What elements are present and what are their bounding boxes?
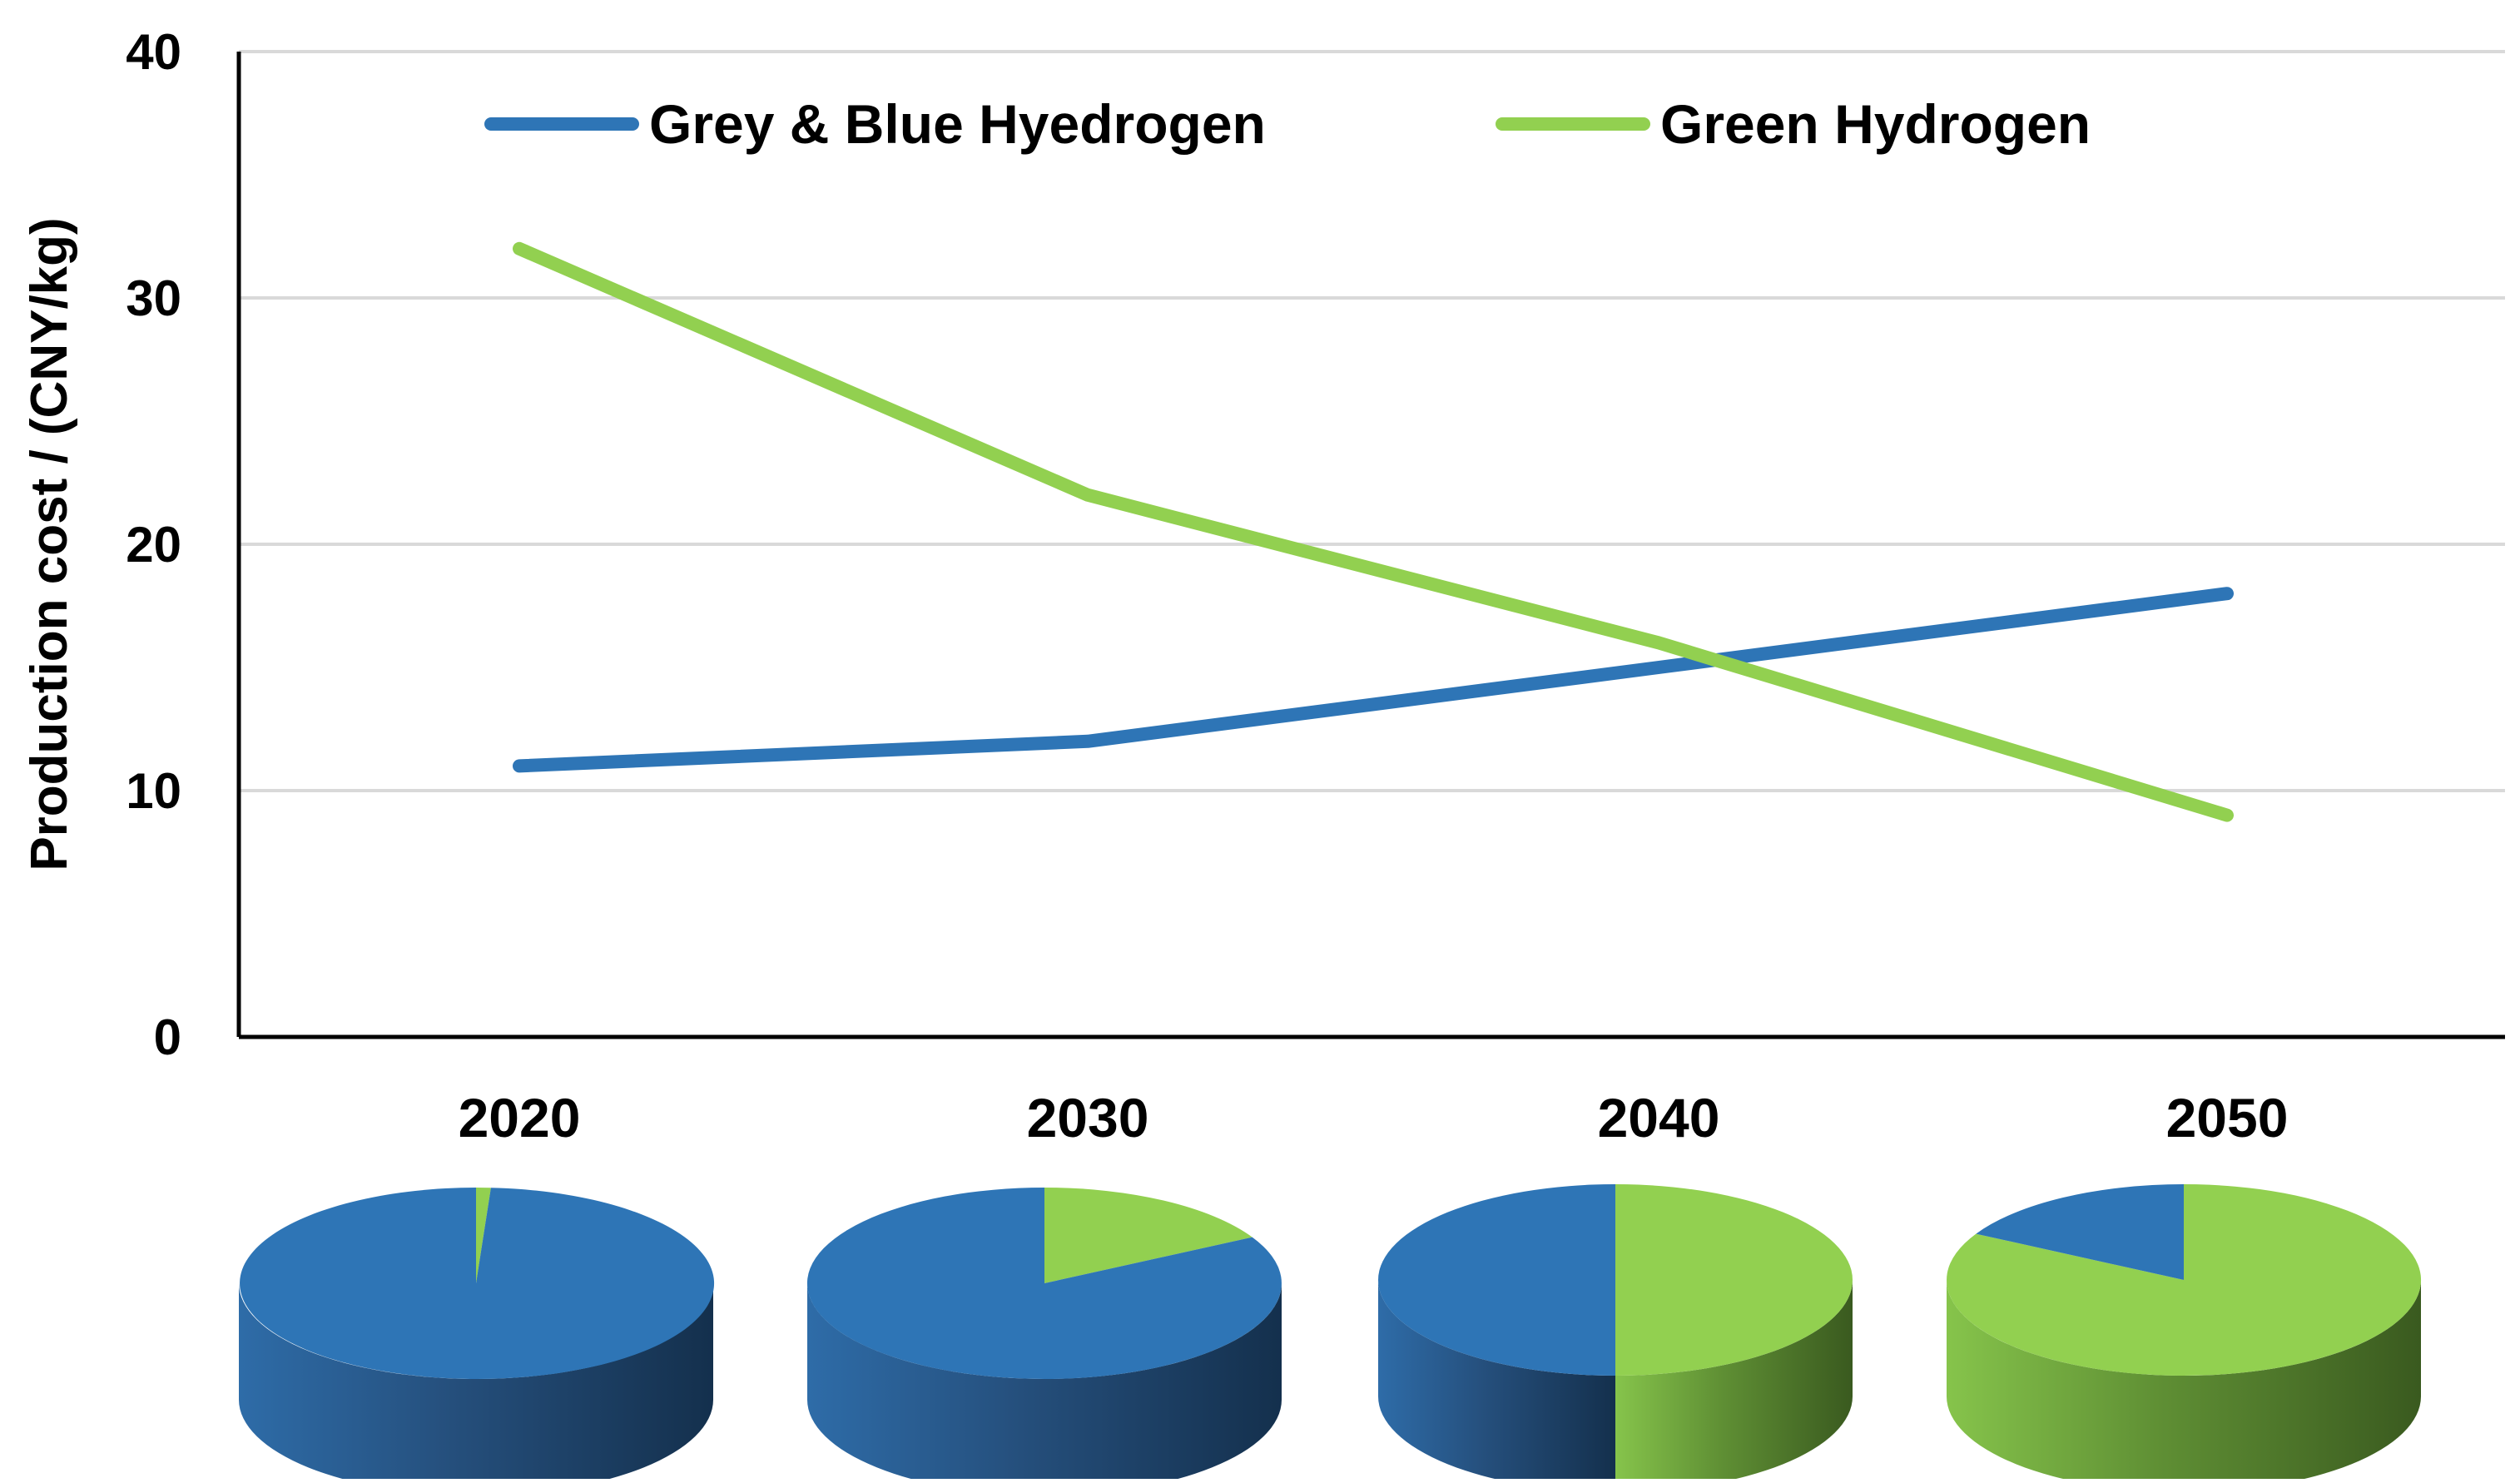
y-tick-label: 30 (126, 270, 181, 326)
series-lines (513, 241, 2234, 822)
y-tick-label: 0 (154, 1009, 181, 1065)
y-tick-label: 20 (126, 517, 181, 573)
x-category-labels: 2020 2030 2040 2050 (459, 1087, 2289, 1148)
y-tick-labels: 0 10 20 30 40 (126, 24, 181, 1065)
pie-slice-green (1615, 1184, 1853, 1376)
pie-side-blue (239, 1283, 713, 1483)
series-line-1 (513, 241, 2234, 822)
pie-slice-blue (1976, 1184, 2184, 1280)
y-tick-label: 40 (126, 24, 181, 80)
share-pies (239, 1184, 2422, 1483)
pie-side-blue (807, 1283, 1282, 1483)
pie-2020 (239, 1187, 715, 1483)
legend-label-0: Grey & Blue Hyedrogen (649, 93, 1266, 155)
y-tick-label: 10 (126, 763, 181, 819)
x-category-label: 2030 (1027, 1087, 1149, 1148)
pie-slice-green (1947, 1184, 2422, 1376)
x-category-label: 2020 (459, 1087, 581, 1148)
x-category-label: 2050 (2166, 1087, 2289, 1148)
pie-side-blue (1378, 1280, 1615, 1483)
y-axis-label: Production cost / (CNY/kg) (21, 217, 78, 870)
grid-lines (239, 50, 2505, 792)
pie-slice-blue (1378, 1184, 1615, 1376)
pie-side-green (1615, 1280, 1853, 1483)
pie-2030 (806, 1188, 1282, 1483)
pie-2040 (1378, 1184, 1853, 1483)
pie-slice-blue (240, 1188, 715, 1379)
pie-side-green (1947, 1280, 2421, 1483)
pie-2050 (1947, 1184, 2422, 1483)
pie-slice-green (476, 1187, 491, 1283)
pie-slice-blue (806, 1188, 1282, 1379)
pie-slice-green (1044, 1188, 1253, 1283)
legend: Grey & Blue Hyedrogen Green Hydrogen (484, 93, 2091, 155)
x-category-label: 2040 (1598, 1087, 1720, 1148)
series-line-0 (513, 587, 2234, 773)
legend-label-1: Green Hydrogen (1660, 93, 2091, 155)
